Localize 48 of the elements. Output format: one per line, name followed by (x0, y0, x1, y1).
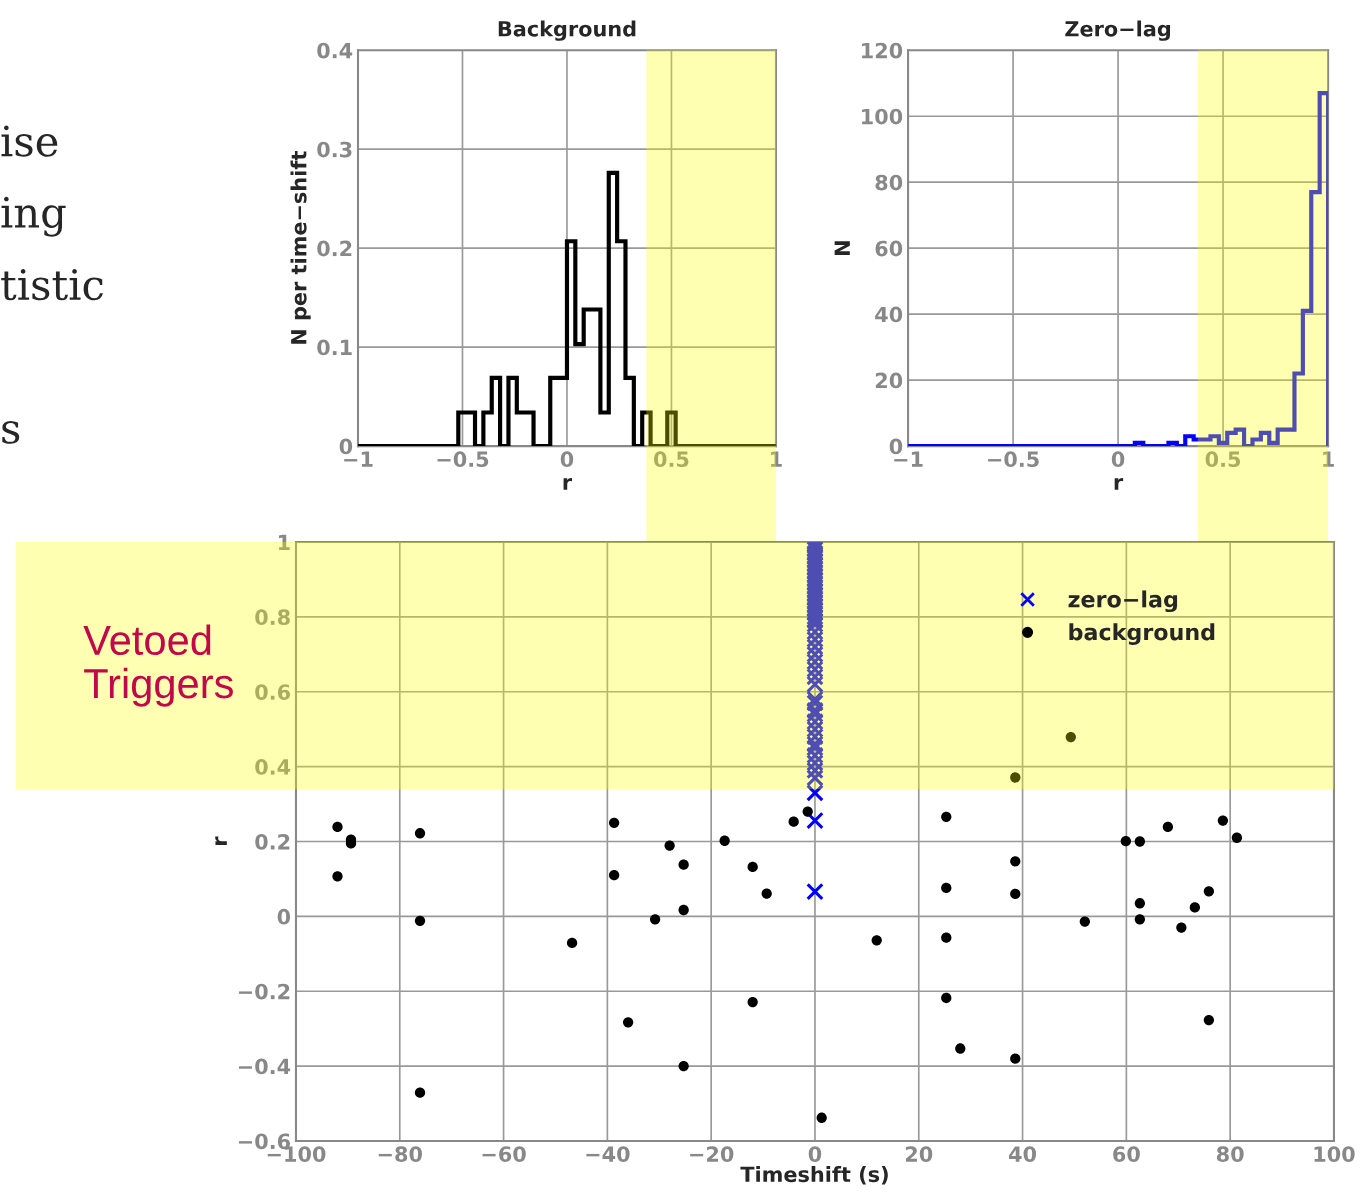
text: ise (1, 125, 58, 157)
x-tick-label: −80 (378, 1146, 422, 1162)
x-tick-label: 0.5 (654, 451, 689, 468)
y-tick-label: 0 (277, 908, 291, 925)
x-tick-label: −0.5 (988, 451, 1039, 468)
x-tick-label: 0 (808, 1146, 822, 1162)
x-tick-label: 0.5 (1205, 451, 1241, 468)
y-tick-label: 0.8 (255, 609, 290, 626)
x-tick-label: 0 (1111, 451, 1125, 468)
y-tick-label: 80 (875, 174, 903, 191)
y-tick-label: −0.4 (238, 1058, 291, 1075)
y-tick-label: 20 (875, 372, 903, 389)
x-tick-label: −40 (586, 1146, 630, 1162)
y-tick-label: −0.2 (238, 983, 290, 1000)
x-tick-label: 40 (1009, 1146, 1037, 1162)
x-tick-label: −0.5 (437, 451, 489, 468)
y-axis-title: r (215, 836, 227, 845)
x-tick-label: 60 (1113, 1146, 1140, 1162)
y-tick-label: 0.3 (317, 141, 352, 158)
y-tick-label: 120 (862, 42, 903, 59)
x-axis-title: Timeshift (s) (740, 1166, 888, 1185)
x-axis-title: r (563, 478, 573, 490)
x-tick-label: 80 (1216, 1146, 1244, 1162)
legend-label: zero−lag (1068, 590, 1178, 613)
y-tick-label: 60 (875, 240, 903, 257)
y-tick-label: 0.1 (317, 339, 352, 356)
chart-title: Background (498, 20, 636, 41)
y-tick-label: 100 (862, 108, 903, 125)
x-tick-label: −20 (690, 1146, 734, 1162)
y-tick-label: 0.4 (255, 759, 291, 775)
y-tick-label: 0.2 (317, 240, 352, 257)
band-label: Vetoed Triggers (83, 624, 233, 707)
x-tick-label: 100 (1314, 1146, 1355, 1162)
text: s (2, 421, 20, 444)
y-tick-label: 0.2 (255, 833, 290, 850)
y-tick-label: 0.6 (255, 684, 290, 700)
x-axis-title: r (1114, 478, 1124, 490)
x-tick-label: −60 (482, 1146, 526, 1162)
legend-label: background (1069, 623, 1215, 645)
x-tick-label: 20 (905, 1146, 933, 1162)
y-tick-label: 0.4 (317, 42, 353, 59)
y-tick-label: 40 (875, 306, 903, 323)
text: ing (1, 196, 66, 237)
y-axis-title: N per time−shift (290, 151, 311, 344)
chart-title: Zero−lag (1065, 20, 1171, 41)
text: tistic (1, 269, 103, 301)
y-axis-title: N (834, 241, 850, 255)
x-tick-label: 0 (560, 451, 574, 468)
